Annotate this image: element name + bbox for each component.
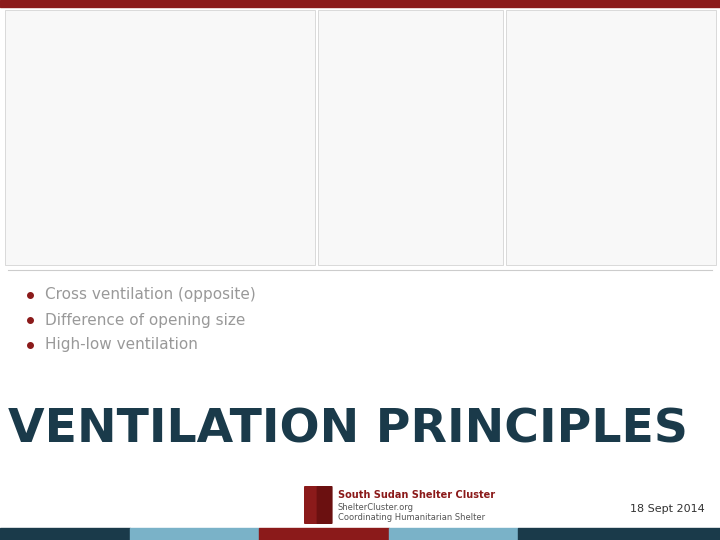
Bar <box>318 10 503 265</box>
Bar <box>5 10 315 265</box>
Text: 18 Sept 2014: 18 Sept 2014 <box>630 504 705 514</box>
Text: Cross ventilation (opposite): Cross ventilation (opposite) <box>45 287 256 302</box>
Bar <box>130 528 259 540</box>
Bar <box>0 0 720 7</box>
Text: VENTILATION PRINCIPLES: VENTILATION PRINCIPLES <box>8 408 688 453</box>
Text: ShelterCluster.org: ShelterCluster.org <box>338 503 414 511</box>
Bar <box>0 528 130 540</box>
Bar <box>518 528 720 540</box>
Text: Difference of opening size: Difference of opening size <box>45 313 246 327</box>
Text: High-low ventilation: High-low ventilation <box>45 338 198 353</box>
Bar <box>389 528 518 540</box>
FancyBboxPatch shape <box>317 486 333 524</box>
FancyBboxPatch shape <box>304 486 320 524</box>
Bar <box>259 528 389 540</box>
Bar <box>506 10 716 265</box>
Text: South Sudan Shelter Cluster: South Sudan Shelter Cluster <box>338 490 495 500</box>
Text: Coordinating Humanitarian Shelter: Coordinating Humanitarian Shelter <box>338 512 485 522</box>
